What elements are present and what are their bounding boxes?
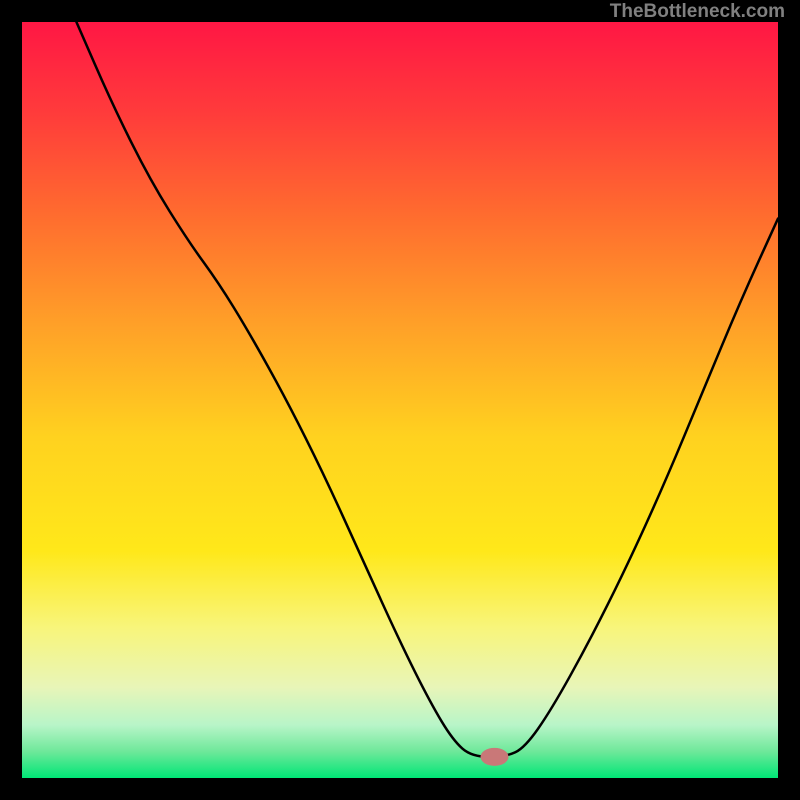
chart-background (22, 22, 778, 778)
bottleneck-chart: TheBottleneck.com (0, 0, 800, 800)
optimal-marker (481, 748, 509, 766)
watermark-text: TheBottleneck.com (610, 1, 785, 22)
